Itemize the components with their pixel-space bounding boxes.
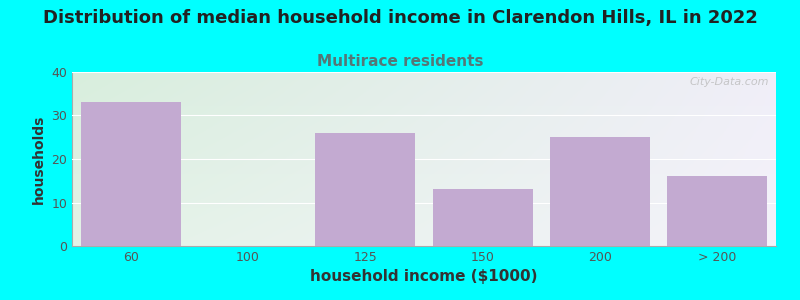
Y-axis label: households: households (32, 114, 46, 204)
Bar (550, 137, 650, 246)
Bar (81, 102, 181, 246)
Bar (315, 133, 415, 246)
Text: Distribution of median household income in Clarendon Hills, IL in 2022: Distribution of median household income … (42, 9, 758, 27)
Bar (433, 190, 533, 246)
Text: Multirace residents: Multirace residents (317, 54, 483, 69)
X-axis label: household income ($1000): household income ($1000) (310, 269, 538, 284)
Bar (667, 176, 767, 246)
Text: City-Data.com: City-Data.com (690, 77, 769, 87)
